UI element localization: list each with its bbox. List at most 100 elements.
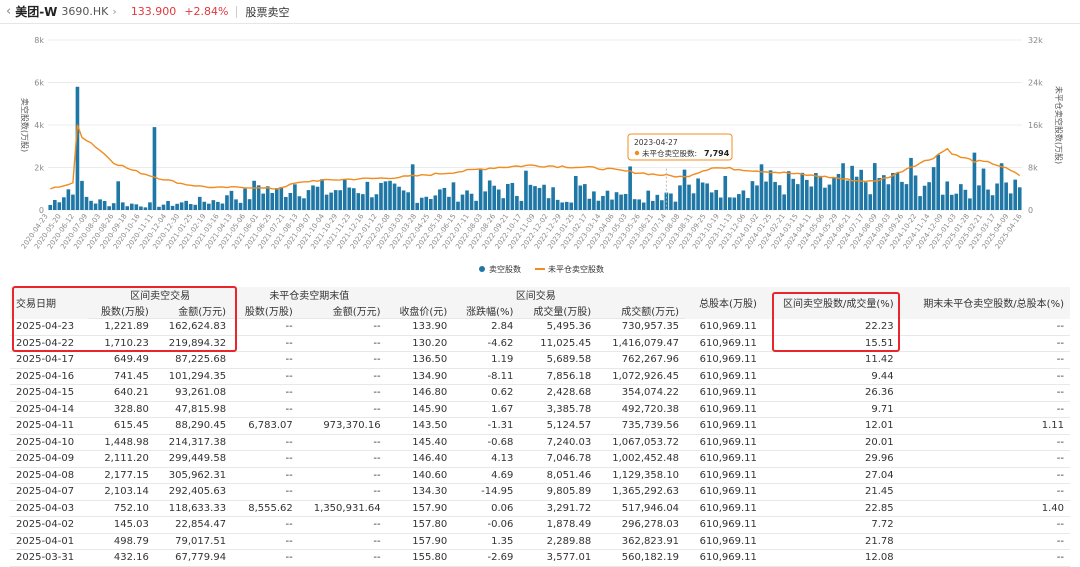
tab-short-selling[interactable]: 股票卖空 xyxy=(245,5,290,19)
col-open-amount[interactable]: 金额(万元) xyxy=(298,302,387,319)
col-short-ratio[interactable]: 区间卖空股数/成交量(%) xyxy=(762,287,900,319)
table-row[interactable]: 2025-04-03 752.10 118,633.33 8,555.62 1,350,… xyxy=(10,500,1070,517)
table-cell: 492,720.38 xyxy=(597,401,686,418)
short-selling-chart[interactable]: 0 0 2k 8k 4k 16k 6k 24k 8k 32k 卖空股数(万股) 未平仓卖空股数(万股)… xyxy=(0,24,1080,282)
bar xyxy=(872,163,877,210)
table-cell: -- xyxy=(232,467,299,484)
bar xyxy=(886,184,891,210)
bar xyxy=(57,202,62,210)
col-close[interactable]: 收盘价(元) xyxy=(386,302,454,319)
bar xyxy=(859,169,863,210)
short-selling-table: 交易日期 区间卖空交易 未平仓卖空期末值 区间交易 总股本(万股) 区间卖空股数… xyxy=(10,287,1070,567)
bar xyxy=(614,192,619,210)
bar xyxy=(469,193,474,210)
bar xyxy=(433,195,438,210)
bar xyxy=(238,202,243,210)
table-cell: 4.13 xyxy=(453,450,520,468)
bar xyxy=(650,200,655,210)
bar xyxy=(438,189,442,210)
table-cell: 20.01 xyxy=(762,434,900,451)
bar xyxy=(968,198,972,210)
col-turnover[interactable]: 成交额(万元) xyxy=(597,302,686,319)
tooltip-date: 2023-04-27 xyxy=(634,138,678,147)
bar xyxy=(959,184,963,210)
col-change[interactable]: 涨跌幅(%) xyxy=(453,302,520,319)
table-cell: -- xyxy=(899,549,1070,567)
col-short-shares[interactable]: 股数(万股) xyxy=(88,302,155,319)
col-date[interactable]: 交易日期 xyxy=(10,287,89,319)
col-open-shares[interactable]: 股数(万股) xyxy=(232,302,299,319)
table-row[interactable]: 2025-03-31 432.16 67,779.94 -- -- 155.80 -2.69… xyxy=(10,549,1070,567)
table-cell: 22,854.47 xyxy=(154,516,233,534)
chevron-left-icon[interactable]: ‹ xyxy=(6,4,12,19)
bar xyxy=(800,172,805,210)
bar xyxy=(963,189,968,210)
bar xyxy=(229,190,234,210)
bar xyxy=(419,197,424,210)
table-cell: 1.40 xyxy=(899,500,1070,517)
chevron-right-icon[interactable]: › xyxy=(112,5,117,18)
stock-name[interactable]: 美团-W xyxy=(15,5,58,19)
bar xyxy=(175,203,179,210)
bar xyxy=(170,205,175,210)
legend-marker-bars xyxy=(479,266,485,272)
col-volume[interactable]: 成交量(万股) xyxy=(519,302,598,319)
table-cell: -- xyxy=(298,384,387,402)
table-row[interactable]: 2025-04-02 145.03 22,854.47 -- -- 157.80 -0.06… xyxy=(10,516,1070,534)
table-row[interactable]: 2025-04-16 741.45 101,294.35 -- -- 134.90 -8.1… xyxy=(10,368,1070,385)
group-short-trade: 区间卖空交易 xyxy=(88,287,233,303)
bar xyxy=(247,199,252,210)
table-row[interactable]: 2025-04-07 2,103.14 292,405.63 -- -- 134.30 -1… xyxy=(10,483,1070,501)
table-row[interactable]: 2025-04-11 615.45 88,290.45 6,783.07 973,370… xyxy=(10,417,1070,435)
bar xyxy=(709,192,714,210)
stock-change-pct: +2.84% xyxy=(184,5,229,18)
table-row[interactable]: 2025-04-10 1,448.98 214,317.38 -- -- 145.40 -0… xyxy=(10,434,1070,451)
table-row[interactable]: 2025-04-08 2,177.15 305,962.31 -- -- 140.60 4.… xyxy=(10,467,1070,484)
table-row[interactable]: 2025-04-09 2,111.20 299,449.58 -- -- 146.40 4.… xyxy=(10,450,1070,468)
bar xyxy=(166,200,170,210)
table-cell: 214,317.38 xyxy=(154,434,233,451)
table-cell: 354,074.22 xyxy=(597,384,686,402)
col-short-amount[interactable]: 金额(万元) xyxy=(154,302,233,319)
table-row[interactable]: 2025-04-01 498.79 79,017.51 -- -- 157.90 1.35 2… xyxy=(10,533,1070,550)
table-cell: 134.90 xyxy=(386,368,454,385)
bar xyxy=(347,187,352,210)
bar xyxy=(891,172,895,210)
cell-date: 2025-04-02 xyxy=(10,516,89,534)
table-row[interactable]: 2025-04-17 649.49 87,225.68 -- -- 136.50 1.19 5… xyxy=(10,351,1070,369)
bar xyxy=(533,186,537,210)
table-cell: 1,221.89 xyxy=(88,318,155,336)
table-cell: 6,783.07 xyxy=(232,417,299,435)
bar xyxy=(265,186,270,210)
table-cell: 145.40 xyxy=(386,434,454,451)
bar xyxy=(528,184,533,210)
tooltip-box xyxy=(627,133,733,161)
table-row[interactable]: 2025-04-22 1,710.23 219,894.32 -- -- 130.20 -4… xyxy=(10,335,1070,352)
table-cell: -- xyxy=(899,401,1070,418)
bar xyxy=(868,194,873,210)
col-total-shares[interactable]: 总股本(万股) xyxy=(685,287,763,319)
table-row[interactable]: 2025-04-15 640.21 93,261.08 -- -- 146.80 0.62 2… xyxy=(10,384,1070,402)
table-cell: 1,416,079.47 xyxy=(597,335,686,352)
bar xyxy=(918,196,922,210)
table-cell: 730,957.35 xyxy=(597,318,686,336)
table-row[interactable]: 2025-04-23 1,221.89 162,624.83 -- -- 133.90 2.… xyxy=(10,318,1070,336)
bar xyxy=(773,181,777,210)
table-cell: 1,350,931.64 xyxy=(298,500,387,517)
bar xyxy=(936,154,941,210)
table-cell: -- xyxy=(899,335,1070,352)
table-cell: 2,428.68 xyxy=(519,384,598,402)
col-open-ratio[interactable]: 期末未平仓卖空股数/总股本(%) xyxy=(899,287,1070,319)
chart-svg[interactable]: 0 0 2k 8k 4k 16k 6k 24k 8k 32k 卖空股数(万股) 未平仓卖空股数(万股)… xyxy=(0,24,1080,282)
table-row[interactable]: 2025-04-14 328.80 47,815.98 -- -- 145.90 1.67 3… xyxy=(10,401,1070,418)
bar xyxy=(401,190,406,210)
table-cell: -0.06 xyxy=(453,516,520,534)
bar xyxy=(306,190,311,210)
divider xyxy=(236,5,238,18)
bar xyxy=(365,181,370,210)
bar xyxy=(986,189,990,210)
table-cell: 517,946.04 xyxy=(597,500,686,517)
bar xyxy=(714,189,719,210)
bar xyxy=(981,168,986,210)
bar xyxy=(755,185,759,210)
